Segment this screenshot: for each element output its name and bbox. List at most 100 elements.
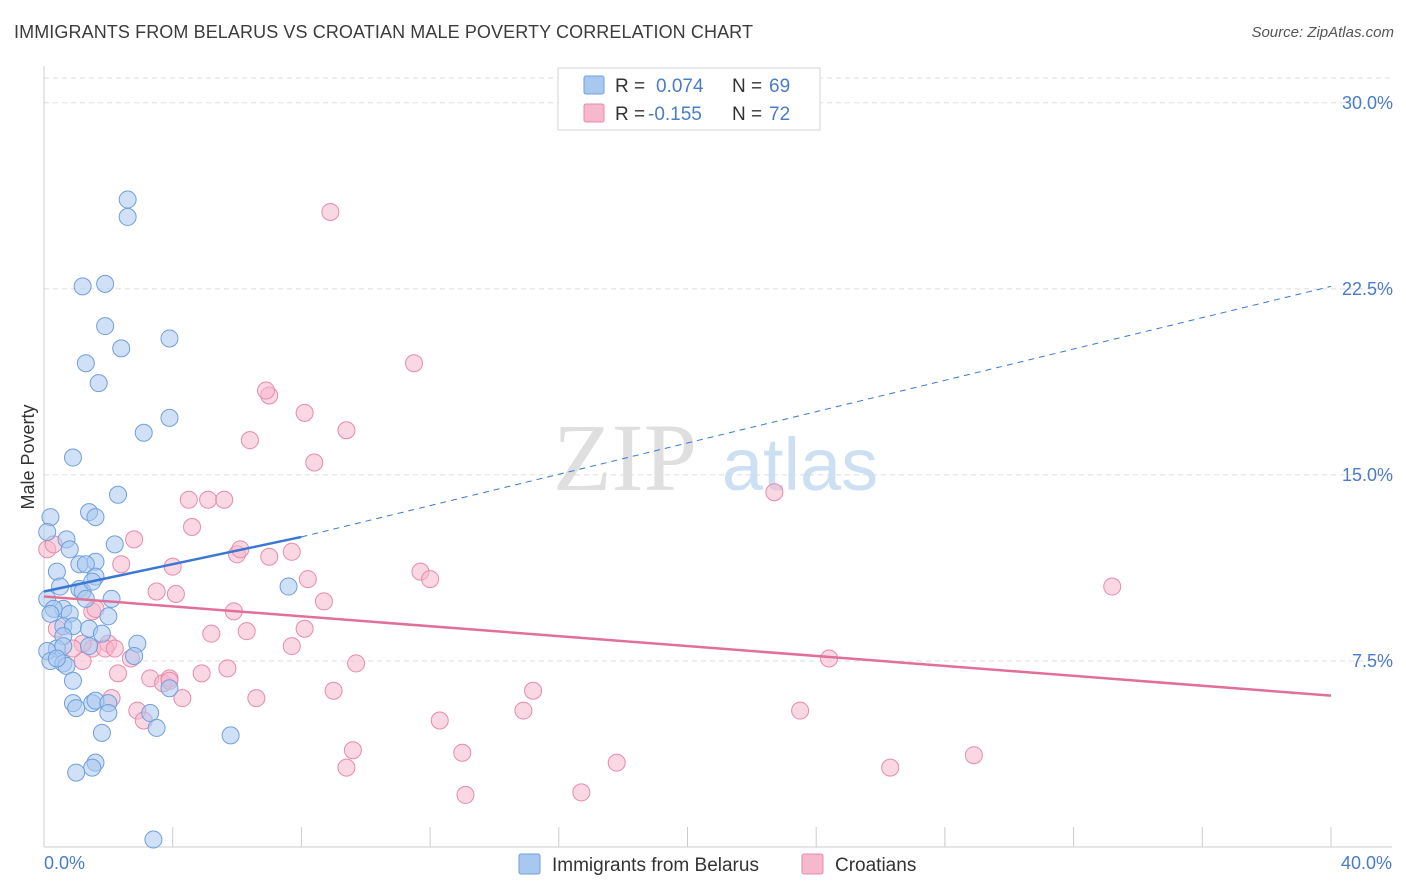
pink-data-point bbox=[791, 701, 810, 720]
legend-swatch-pink bbox=[583, 103, 605, 123]
y-tick-label: 22.5% bbox=[1342, 279, 1393, 299]
blue-data-point bbox=[60, 540, 79, 559]
blue-data-point bbox=[99, 704, 118, 723]
pink-data-point bbox=[147, 582, 166, 601]
legend-n-label: N = bbox=[732, 76, 762, 97]
pink-data-point bbox=[324, 681, 343, 700]
watermark-zip: ZIP bbox=[553, 404, 697, 511]
blue-data-point bbox=[76, 555, 95, 574]
blue-data-point bbox=[73, 277, 92, 296]
pink-data-point bbox=[305, 453, 324, 472]
pink-data-point bbox=[514, 701, 533, 720]
blue-data-point bbox=[63, 448, 82, 467]
blue-data-point bbox=[83, 758, 102, 777]
pink-data-point bbox=[240, 431, 259, 450]
pink-data-point bbox=[183, 517, 202, 536]
pink-data-point bbox=[199, 490, 218, 509]
blue-data-point bbox=[160, 679, 179, 698]
blue-data-point bbox=[221, 726, 240, 745]
correlation-legend: R = 0.074 N = 69 R = -0.155 N = 72 bbox=[557, 67, 821, 131]
blue-data-point bbox=[160, 408, 179, 427]
legend-r-label-2: R = bbox=[615, 104, 645, 125]
legend-n-label-2: N = bbox=[732, 104, 762, 125]
blue-data-point bbox=[92, 723, 111, 742]
gridlines bbox=[44, 77, 1392, 662]
legend-n-value-blue: 69 bbox=[769, 76, 790, 97]
pink-data-point bbox=[347, 654, 366, 673]
blue-data-point bbox=[80, 637, 99, 656]
blue-data-point bbox=[92, 624, 111, 643]
pink-data-point bbox=[215, 490, 234, 509]
axes bbox=[43, 66, 1392, 848]
pink-data-point bbox=[607, 753, 626, 772]
pink-data-point bbox=[192, 664, 211, 683]
pink-data-point bbox=[343, 741, 362, 760]
y-tick-label: 30.0% bbox=[1342, 93, 1393, 113]
pink-data-point bbox=[765, 483, 784, 502]
blue-data-point bbox=[279, 577, 298, 596]
pink-data-point bbox=[421, 570, 440, 589]
blue-data-point bbox=[96, 274, 115, 293]
legend-r-value-blue: 0.074 bbox=[656, 76, 704, 97]
legend-r-value-pink: -0.155 bbox=[648, 104, 702, 125]
pink-data-point bbox=[179, 490, 198, 509]
pink-data-point bbox=[247, 689, 266, 708]
pink-data-point bbox=[73, 651, 92, 670]
pink-data-point bbox=[337, 758, 356, 777]
y-tick-label: 7.5% bbox=[1352, 651, 1393, 671]
blue-data-point bbox=[67, 699, 86, 718]
blue-data-point bbox=[41, 508, 60, 527]
trend-lines bbox=[43, 285, 1332, 697]
pink-data-point bbox=[295, 619, 314, 638]
blue-data-point bbox=[118, 207, 137, 226]
pink-data-point bbox=[218, 659, 237, 678]
pink-data-point bbox=[112, 555, 131, 574]
series-legend-swatch-pink bbox=[801, 853, 824, 875]
series-legend-swatch-blue bbox=[518, 853, 541, 875]
blue-data-point bbox=[38, 522, 57, 541]
chart-title: IMMIGRANTS FROM BELARUS VS CROATIAN MALE… bbox=[14, 22, 754, 42]
blue-data-point bbox=[147, 718, 166, 737]
blue-data-point bbox=[125, 646, 144, 665]
pink-data-point bbox=[125, 530, 144, 549]
blue-data-point bbox=[41, 604, 60, 623]
source-label: Source: ZipAtlas.com bbox=[1251, 24, 1394, 41]
belarus-trend-line bbox=[43, 535, 302, 593]
pink-data-point bbox=[173, 689, 192, 708]
pink-data-point bbox=[314, 592, 333, 611]
pink-data-point bbox=[321, 202, 340, 221]
blue-data-point bbox=[47, 562, 66, 581]
tick-labels: 7.5% 15.0% 22.5% 30.0% 0.0% 40.0% bbox=[44, 93, 1393, 873]
pink-data-point bbox=[964, 746, 983, 765]
pink-data-point bbox=[572, 783, 591, 802]
blue-data-point bbox=[134, 423, 153, 442]
pink-data-point bbox=[298, 570, 317, 589]
blue-data-point bbox=[160, 329, 179, 348]
pink-data-point bbox=[109, 664, 128, 683]
pink-data-point bbox=[257, 381, 276, 400]
pink-data-point bbox=[430, 711, 449, 730]
blue-data-point bbox=[102, 589, 121, 608]
blue-data-point bbox=[76, 354, 95, 373]
legend-swatch-blue bbox=[583, 75, 605, 95]
belarus-points bbox=[38, 190, 298, 849]
blue-data-point bbox=[144, 830, 163, 849]
watermark: ZIP atlas bbox=[553, 404, 878, 511]
blue-data-point bbox=[63, 671, 82, 690]
blue-data-point bbox=[89, 374, 108, 393]
blue-data-point bbox=[96, 317, 115, 336]
blue-data-point bbox=[105, 535, 124, 554]
blue-data-point bbox=[86, 508, 105, 527]
pink-data-point bbox=[105, 639, 124, 658]
blue-data-point bbox=[112, 339, 131, 358]
pink-data-point bbox=[524, 681, 543, 700]
pink-data-point bbox=[237, 622, 256, 641]
legend-n-value-pink: 72 bbox=[769, 104, 790, 125]
x-tick-label: 40.0% bbox=[1341, 853, 1392, 873]
pink-data-point bbox=[166, 584, 185, 603]
blue-data-point bbox=[47, 649, 66, 668]
series-legend: Immigrants from Belarus Croatians bbox=[518, 853, 916, 876]
pink-data-point bbox=[453, 743, 472, 762]
croatians-trend-line bbox=[43, 595, 1332, 697]
